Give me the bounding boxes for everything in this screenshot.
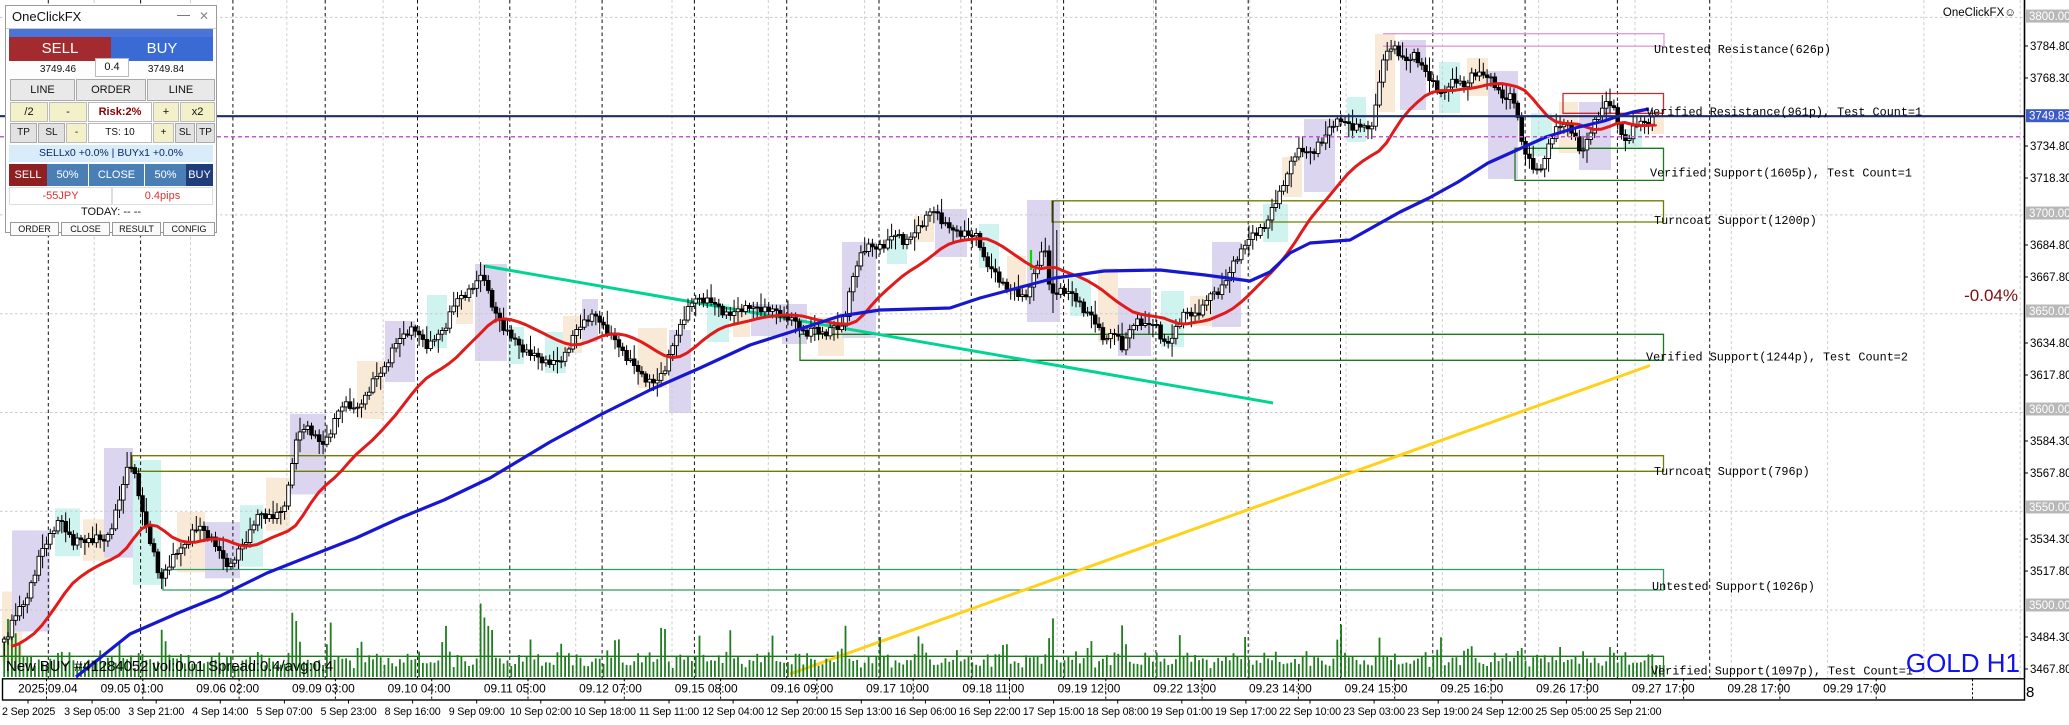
svg-text:09.27 17:00: 09.27 17:00 (1632, 682, 1695, 696)
svg-text:3467.80: 3467.80 (2030, 664, 2069, 676)
svg-text:3784.80: 3784.80 (2030, 41, 2069, 53)
svg-text:-0.04%: -0.04% (1964, 286, 2018, 305)
svg-text:3584.30: 3584.30 (2030, 436, 2069, 448)
svg-text:09.19 12:00: 09.19 12:00 (1058, 682, 1121, 696)
svg-text:3734.80: 3734.80 (2030, 141, 2069, 153)
svg-text:09.24 15:00: 09.24 15:00 (1345, 682, 1408, 696)
svg-text:25 Sep 21:00: 25 Sep 21:00 (1600, 706, 1662, 718)
svg-text:09.22 13:00: 09.22 13:00 (1153, 682, 1216, 696)
svg-text:3550.00: 3550.00 (2029, 502, 2069, 514)
svg-text:Verified Support(1605p), Test: Verified Support(1605p), Test Count=1 (1650, 167, 1912, 181)
svg-text:09.23 14:00: 09.23 14:00 (1249, 682, 1312, 696)
svg-text:Verified Resistance(961p), Tes: Verified Resistance(961p), Test Count=1 (1646, 106, 1922, 120)
svg-text:09.12 07:00: 09.12 07:00 (579, 682, 642, 696)
svg-text:3684.80: 3684.80 (2030, 240, 2069, 252)
svg-text:22 Sep 10:00: 22 Sep 10:00 (1279, 706, 1341, 718)
svg-text:10 Sep 02:00: 10 Sep 02:00 (510, 706, 572, 718)
svg-text:18 Sep 08:00: 18 Sep 08:00 (1087, 706, 1149, 718)
svg-text:10 Sep 18:00: 10 Sep 18:00 (574, 706, 636, 718)
svg-text:12 Sep 20:00: 12 Sep 20:00 (766, 706, 828, 718)
svg-text:8: 8 (2026, 684, 2034, 701)
svg-text:09.29 17:00: 09.29 17:00 (1823, 682, 1886, 696)
svg-text:09.25 16:00: 09.25 16:00 (1440, 682, 1503, 696)
svg-text:09.06 02:00: 09.06 02:00 (196, 682, 259, 696)
svg-text:Untested Support(1026p): Untested Support(1026p) (1652, 580, 1815, 594)
svg-text:3567.80: 3567.80 (2030, 468, 2069, 480)
svg-text:8 Sep 16:00: 8 Sep 16:00 (385, 706, 441, 718)
svg-text:5 Sep 23:00: 5 Sep 23:00 (321, 706, 377, 718)
svg-text:09.09 03:00: 09.09 03:00 (292, 682, 355, 696)
svg-text:5 Sep 07:00: 5 Sep 07:00 (256, 706, 312, 718)
svg-text:3 Sep 21:00: 3 Sep 21:00 (128, 706, 184, 718)
svg-text:Turncoat Support(796p): Turncoat Support(796p) (1654, 465, 1810, 479)
svg-text:3600.00: 3600.00 (2029, 404, 2069, 416)
svg-text:Verified Support(1097p), Test: Verified Support(1097p), Test Count=1 (1651, 665, 1913, 679)
svg-text:OneClickFX☺: OneClickFX☺ (1943, 7, 2016, 19)
svg-text:12 Sep 04:00: 12 Sep 04:00 (702, 706, 764, 718)
svg-text:16 Sep 06:00: 16 Sep 06:00 (895, 706, 957, 718)
svg-text:09.26 17:00: 09.26 17:00 (1536, 682, 1599, 696)
svg-text:3749.83: 3749.83 (2029, 111, 2069, 123)
svg-text:09.17 10:00: 09.17 10:00 (866, 682, 929, 696)
svg-text:23 Sep 19:00: 23 Sep 19:00 (1407, 706, 1469, 718)
svg-text:GOLD H1: GOLD H1 (1906, 648, 2020, 678)
svg-text:3768.30: 3768.30 (2030, 73, 2069, 85)
svg-text:3634.80: 3634.80 (2030, 338, 2069, 350)
svg-text:09.15 08:00: 09.15 08:00 (675, 682, 738, 696)
svg-text:3650.00: 3650.00 (2029, 306, 2069, 318)
svg-text:11 Sep 11:00: 11 Sep 11:00 (639, 706, 699, 718)
svg-text:Verified Support(1244p), Test: Verified Support(1244p), Test Count=2 (1646, 351, 1908, 365)
svg-text:3 Sep 05:00: 3 Sep 05:00 (64, 706, 120, 718)
svg-text:New BUY #41284052 vol:0.01 Spr: New BUY #41284052 vol:0.01 Spread:0.4/av… (6, 658, 333, 675)
svg-text:15 Sep 13:00: 15 Sep 13:00 (830, 706, 892, 718)
svg-text:09.16 09:00: 09.16 09:00 (770, 682, 833, 696)
svg-text:3484.30: 3484.30 (2030, 632, 2069, 644)
svg-text:17 Sep 15:00: 17 Sep 15:00 (1023, 706, 1085, 718)
svg-text:2 Sep 2025: 2 Sep 2025 (2, 706, 55, 718)
svg-text:4 Sep 14:00: 4 Sep 14:00 (192, 706, 248, 718)
svg-text:09.10 04:00: 09.10 04:00 (388, 682, 451, 696)
svg-text:09.28 17:00: 09.28 17:00 (1727, 682, 1790, 696)
svg-text:09.18 11:00: 09.18 11:00 (962, 682, 1024, 696)
svg-text:3700.00: 3700.00 (2029, 208, 2069, 220)
svg-text:09.05 01:00: 09.05 01:00 (101, 682, 164, 696)
svg-text:3500.00: 3500.00 (2029, 600, 2069, 612)
svg-text:3667.80: 3667.80 (2030, 272, 2069, 284)
svg-text:16 Sep 22:00: 16 Sep 22:00 (959, 706, 1021, 718)
svg-text:3534.30: 3534.30 (2030, 534, 2069, 546)
svg-text:25 Sep 05:00: 25 Sep 05:00 (1536, 706, 1598, 718)
svg-text:3517.80: 3517.80 (2030, 566, 2069, 578)
svg-text:19 Sep 17:00: 19 Sep 17:00 (1215, 706, 1277, 718)
svg-text:09.11 05:00: 09.11 05:00 (484, 682, 546, 696)
svg-text:Turncoat Support(1200p): Turncoat Support(1200p) (1654, 214, 1817, 228)
svg-text:9 Sep 09:00: 9 Sep 09:00 (449, 706, 505, 718)
svg-text:2025.09.04: 2025.09.04 (18, 682, 78, 696)
svg-text:19 Sep 01:00: 19 Sep 01:00 (1151, 706, 1213, 718)
svg-text:3800.00: 3800.00 (2029, 11, 2069, 23)
svg-text:Untested Resistance(626p): Untested Resistance(626p) (1654, 43, 1831, 57)
svg-text:3617.80: 3617.80 (2030, 370, 2069, 382)
svg-text:24 Sep 12:00: 24 Sep 12:00 (1471, 706, 1533, 718)
svg-text:23 Sep 03:00: 23 Sep 03:00 (1343, 706, 1405, 718)
svg-text:3718.30: 3718.30 (2030, 173, 2069, 185)
